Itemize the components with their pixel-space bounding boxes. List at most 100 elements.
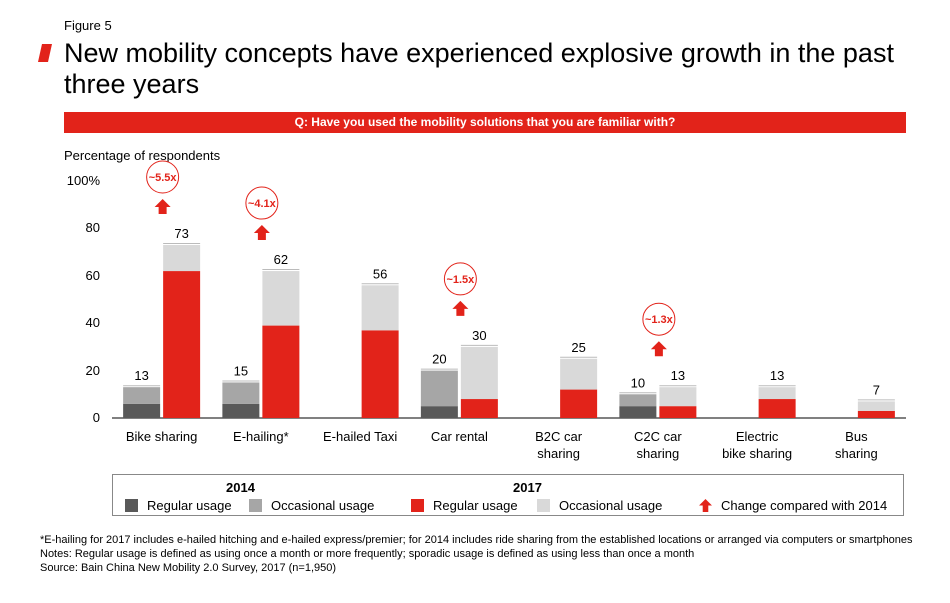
legend: 2014 2017 Regular usage Occasional usage… — [112, 474, 904, 516]
growth-label-3: ~1.5x — [446, 274, 475, 286]
legend-year-2014: 2014 — [226, 480, 255, 495]
legend-swatch-light-grey — [537, 499, 550, 512]
legend-label: Change compared with 2014 — [721, 498, 888, 513]
question-banner: Q: Have you used the mobility solutions … — [64, 112, 906, 133]
legend-label: Occasional usage — [271, 498, 375, 513]
legend-swatch-mid-grey — [249, 499, 262, 512]
bar-2017-6-total-label: 13 — [770, 368, 784, 383]
legend-2014-regular: Regular usage — [125, 498, 232, 513]
bar-2014-3-total-label: 20 — [432, 352, 446, 367]
growth-up-arrow-icon-3 — [452, 300, 469, 316]
bar-2014-0-regular-bar — [123, 403, 161, 418]
growth-up-arrow-icon-5 — [650, 341, 667, 357]
bar-2017-2-total-label: 56 — [373, 266, 387, 281]
bar-2017-5-total-label: 13 — [671, 368, 685, 383]
growth-circle-5 — [642, 302, 676, 336]
footnotes: *E-hailing for 2017 includes e-hailed hi… — [40, 533, 913, 575]
x-tick-label-line: sharing — [835, 446, 878, 461]
y-tick-80: 80 — [85, 220, 100, 235]
bar-2017-4-regular-bar — [560, 389, 598, 418]
bar-2014-0-occasional-bar — [123, 387, 161, 404]
y-tick-60: 60 — [85, 268, 100, 283]
x-tick-label-line: sharing — [636, 446, 680, 461]
growth-label-1: ~4.1x — [248, 198, 277, 210]
x-tick-label: B2C car sharing — [504, 428, 614, 462]
bar-2017-2-occasional-bar — [361, 285, 399, 331]
growth-up-arrow-icon-1 — [253, 225, 270, 241]
bar-2014-5-occasional-bar — [619, 394, 657, 407]
bar-2014-1-total-label: 15 — [234, 363, 248, 378]
title-accent-icon — [38, 44, 52, 62]
y-tick-0: 0 — [92, 410, 100, 425]
bar-2017-6-regular-bar — [758, 399, 796, 418]
y-tick-20: 20 — [85, 363, 100, 378]
bar-2017-5-occasional-bar — [659, 387, 697, 407]
bar-2017-3-occasional-bar — [460, 346, 498, 400]
bar-2014-5-regular-bar — [619, 406, 657, 418]
x-tick-label: Bus sharing — [801, 428, 911, 462]
x-tick-label-line: E-hailing* — [233, 429, 289, 444]
bar-2017-4-total-label: 25 — [571, 340, 585, 355]
x-tick-label: Electric bike sharing — [702, 428, 812, 462]
bar-2017-4-occasional-bar — [560, 358, 598, 390]
figure-label: Figure 5 — [64, 18, 112, 33]
y-tick-40: 40 — [85, 315, 100, 330]
growth-label-5: ~1.3x — [645, 314, 674, 326]
bar-2014-0-total-label: 13 — [134, 368, 148, 383]
legend-swatch-dark-grey — [125, 499, 138, 512]
x-tick-label-line: B2C car — [535, 429, 583, 444]
bar-2014-3-regular-bar — [420, 406, 458, 418]
legend-label: Occasional usage — [559, 498, 663, 513]
legend-change: Change compared with 2014 — [699, 498, 887, 513]
y-axis-label: Percentage of respondents — [64, 148, 221, 163]
x-tick-label-line: E-hailed Taxi — [323, 429, 398, 444]
growth-circle-1 — [245, 186, 279, 220]
x-tick-label: E-hailing* — [206, 428, 316, 445]
x-tick-label: E-hailed Taxi — [305, 428, 415, 445]
bar-2014-5-total-label: 10 — [631, 375, 645, 390]
bar-chart: 13 73 ~5.5x 15 62 ~4.1x 56 20 30 ~1.5x 25 10 13 ~1.3x… — [112, 160, 906, 419]
legend-2014-occasional: Occasional usage — [249, 498, 374, 513]
x-tick-label-line: C2C car — [634, 429, 682, 444]
legend-swatch-red — [411, 499, 424, 512]
legend-2017-regular: Regular usage — [411, 498, 518, 513]
bar-2017-2-regular-bar — [361, 330, 399, 418]
bar-2017-3-regular-bar — [460, 399, 498, 418]
bar-2017-0-regular-bar — [163, 271, 201, 418]
x-tick-label-line: sharing — [537, 446, 580, 461]
x-tick-label: Bike sharing — [107, 428, 217, 445]
bar-2017-0-total-label: 73 — [174, 226, 188, 241]
legend-year-2017: 2017 — [513, 480, 542, 495]
x-tick-label-line: Bike sharing — [125, 429, 198, 444]
footnote-ehailing: *E-hailing for 2017 includes e-hailed hi… — [40, 534, 913, 546]
x-tick-label-line: Bus — [845, 429, 868, 444]
growth-label-0: ~5.5x — [149, 172, 178, 184]
bar-2017-1-total-label: 62 — [274, 252, 288, 267]
bar-2017-1-regular-bar — [262, 325, 300, 418]
bar-2017-7-regular-bar — [857, 410, 895, 418]
x-tick-label-line: Car rental — [430, 429, 488, 444]
y-tick-100: 100% — [66, 173, 100, 188]
x-tick-label-line: Electric — [735, 429, 779, 444]
legend-2017-occasional: Occasional usage — [537, 498, 662, 513]
x-tick-label: Car rental — [404, 428, 514, 445]
bar-2017-7-occasional-bar — [857, 401, 895, 411]
bar-2014-1-regular-bar — [222, 403, 260, 418]
up-arrow-icon — [699, 499, 712, 512]
page-title: New mobility concepts have experienced e… — [64, 38, 894, 99]
x-tick-label: C2C car sharing — [603, 428, 713, 462]
bar-2014-3-occasional-bar — [420, 370, 458, 407]
growth-up-arrow-icon-0 — [154, 198, 171, 214]
growth-circle-0 — [146, 160, 180, 194]
bar-2017-7-total-label: 7 — [873, 382, 880, 397]
bar-2017-3-total-label: 30 — [472, 328, 486, 343]
footnote-definitions: Notes: Regular usage is defined as using… — [40, 548, 695, 560]
footnote-source: Source: Bain China New Mobility 2.0 Surv… — [40, 562, 337, 574]
legend-label: Regular usage — [433, 498, 518, 513]
x-tick-label-line: bike sharing — [722, 446, 793, 461]
bar-2017-6-occasional-bar — [758, 387, 796, 400]
bar-2017-0-occasional-bar — [163, 244, 201, 272]
growth-circle-3 — [443, 262, 477, 296]
legend-label: Regular usage — [147, 498, 232, 513]
bar-2017-1-occasional-bar — [262, 271, 300, 326]
